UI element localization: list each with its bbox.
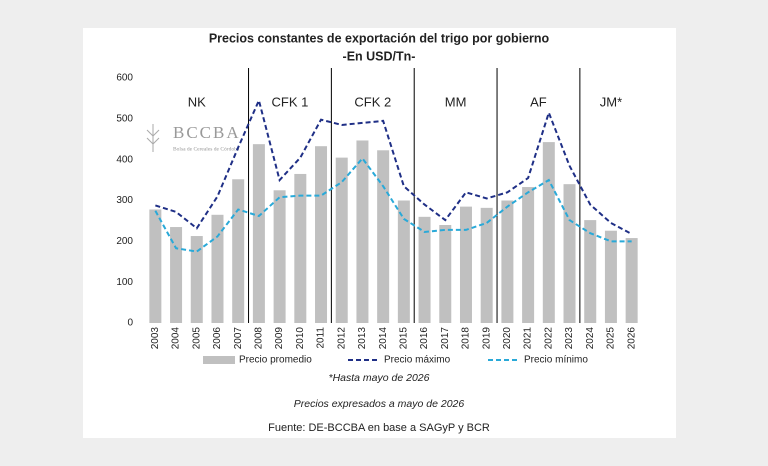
chart-subtitle: -En USD/Tn- bbox=[343, 49, 416, 63]
watermark-subtitle: Bolsa de Cereales de Córdoba bbox=[173, 146, 240, 152]
bar bbox=[522, 187, 535, 323]
x-tick-label: 2014 bbox=[378, 327, 389, 350]
bar bbox=[604, 230, 617, 323]
y-tick-label: 0 bbox=[127, 318, 133, 329]
x-tick-label: 2017 bbox=[440, 327, 451, 350]
government-label: CFK 2 bbox=[354, 94, 391, 109]
prices-note: Precios expresados a mayo de 2026 bbox=[294, 398, 465, 410]
legend-label: Precio promedio bbox=[239, 355, 312, 366]
bar bbox=[480, 207, 493, 323]
bar bbox=[501, 200, 514, 323]
x-tick-label: 2025 bbox=[606, 327, 617, 350]
bar bbox=[252, 144, 265, 323]
bar bbox=[439, 225, 452, 323]
government-label: CFK 1 bbox=[272, 94, 309, 109]
watermark-icon bbox=[146, 124, 160, 152]
government-label: MM bbox=[445, 94, 467, 109]
bar bbox=[418, 216, 431, 323]
chart-title: Precios constantes de exportación del tr… bbox=[209, 31, 550, 45]
x-tick-label: 2009 bbox=[274, 327, 285, 350]
bar bbox=[149, 209, 162, 323]
y-tick-label: 400 bbox=[116, 154, 133, 165]
x-tick-label: 2015 bbox=[398, 327, 409, 350]
line bbox=[155, 97, 633, 235]
x-tick-label: 2023 bbox=[564, 327, 575, 350]
x-tick-label: 2019 bbox=[481, 327, 492, 350]
x-tick-label: 2007 bbox=[233, 327, 244, 350]
bar bbox=[273, 190, 286, 323]
bar bbox=[315, 146, 328, 323]
y-tick-label: 200 bbox=[116, 236, 133, 247]
card: Precios constantes de exportación del tr… bbox=[83, 28, 676, 438]
note: *Hasta mayo de 2026 bbox=[329, 372, 430, 384]
legend-label: Precio mínimo bbox=[524, 355, 588, 366]
bar bbox=[563, 184, 576, 323]
bar bbox=[335, 157, 348, 323]
x-tick-label: 2011 bbox=[316, 327, 327, 349]
chart: Precios constantes de exportación del tr… bbox=[116, 31, 638, 434]
watermark-title: BCCBA bbox=[173, 123, 241, 142]
bar bbox=[459, 206, 472, 323]
government-label: NK bbox=[188, 94, 206, 109]
x-tick-label: 2005 bbox=[191, 327, 202, 350]
x-tick-label: 2003 bbox=[150, 327, 161, 350]
legend-swatch bbox=[203, 356, 235, 364]
x-tick-label: 2006 bbox=[212, 327, 223, 350]
y-tick-label: 600 bbox=[116, 73, 133, 84]
y-tick-label: 300 bbox=[116, 195, 133, 206]
legend-label: Precio máximo bbox=[384, 355, 451, 366]
x-tick-label: 2013 bbox=[357, 327, 368, 350]
line bbox=[154, 156, 632, 253]
y-tick-label: 500 bbox=[116, 113, 133, 124]
x-tick-label: 2016 bbox=[419, 327, 430, 350]
bar bbox=[584, 220, 597, 323]
bar bbox=[211, 214, 224, 323]
bar bbox=[397, 200, 410, 323]
bar bbox=[377, 150, 390, 323]
x-tick-label: 2010 bbox=[295, 327, 306, 350]
source: Fuente: DE-BCCBA en base a SAGyP y BCR bbox=[268, 422, 490, 434]
x-tick-label: 2026 bbox=[626, 327, 637, 350]
bar bbox=[625, 238, 638, 323]
x-tick-label: 2022 bbox=[543, 327, 554, 350]
y-tick-label: 100 bbox=[116, 277, 133, 288]
government-label: JM* bbox=[600, 94, 622, 109]
x-tick-label: 2004 bbox=[171, 327, 182, 350]
x-tick-label: 2008 bbox=[254, 327, 265, 350]
x-tick-label: 2012 bbox=[336, 327, 347, 350]
x-tick-label: 2024 bbox=[585, 327, 596, 350]
bar bbox=[542, 142, 555, 323]
bar bbox=[294, 173, 307, 323]
bar bbox=[170, 227, 183, 323]
x-tick-label: 2021 bbox=[523, 327, 534, 350]
government-label: AF bbox=[530, 94, 547, 109]
x-tick-label: 2020 bbox=[502, 327, 513, 350]
bar bbox=[356, 140, 369, 323]
bar bbox=[190, 236, 203, 323]
bar bbox=[232, 179, 245, 323]
x-tick-label: 2018 bbox=[461, 327, 472, 350]
